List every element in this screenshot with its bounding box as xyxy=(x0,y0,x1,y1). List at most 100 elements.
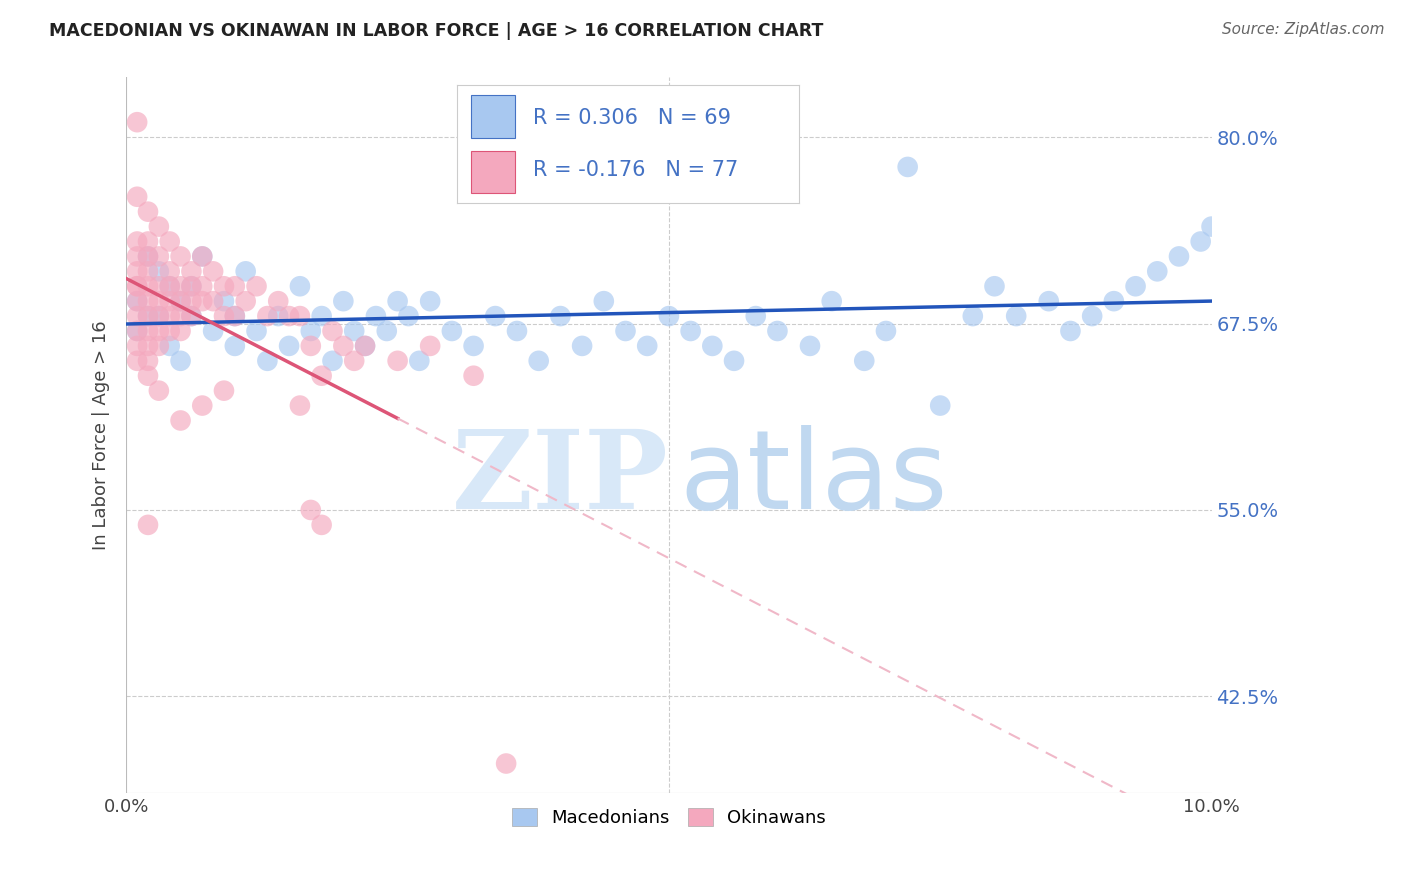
Point xyxy=(853,354,876,368)
Point xyxy=(224,279,246,293)
Text: atlas: atlas xyxy=(679,425,948,532)
Point xyxy=(191,249,214,263)
Point xyxy=(723,354,745,368)
Point xyxy=(136,339,159,353)
Point xyxy=(821,294,844,309)
Point xyxy=(375,324,398,338)
Point xyxy=(343,324,366,338)
Point xyxy=(1059,324,1081,338)
Point xyxy=(364,309,387,323)
Point xyxy=(506,324,529,338)
Point xyxy=(136,279,159,293)
Point xyxy=(495,756,517,771)
Point xyxy=(180,279,202,293)
Point xyxy=(1189,235,1212,249)
Point xyxy=(1102,294,1125,309)
Point xyxy=(159,309,181,323)
Point xyxy=(202,324,225,338)
Point xyxy=(745,309,768,323)
Point xyxy=(169,309,191,323)
Point xyxy=(419,294,441,309)
Point xyxy=(212,309,235,323)
Point xyxy=(127,190,149,204)
Point xyxy=(159,264,181,278)
Point xyxy=(1038,294,1060,309)
Point xyxy=(299,339,322,353)
Point xyxy=(897,160,920,174)
Point xyxy=(169,413,191,427)
Point xyxy=(224,309,246,323)
Point xyxy=(550,309,572,323)
Point xyxy=(592,294,614,309)
Point xyxy=(136,324,159,338)
Point xyxy=(148,384,170,398)
Point xyxy=(127,294,149,309)
Point xyxy=(245,279,267,293)
Point xyxy=(288,279,311,293)
Point xyxy=(1081,309,1104,323)
Point xyxy=(169,324,191,338)
Point xyxy=(159,324,181,338)
Text: MACEDONIAN VS OKINAWAN IN LABOR FORCE | AGE > 16 CORRELATION CHART: MACEDONIAN VS OKINAWAN IN LABOR FORCE | … xyxy=(49,22,824,40)
Point xyxy=(148,219,170,234)
Point xyxy=(387,354,409,368)
Point xyxy=(408,354,430,368)
Point xyxy=(1005,309,1028,323)
Point xyxy=(354,339,377,353)
Point xyxy=(191,399,214,413)
Point xyxy=(127,279,149,293)
Point xyxy=(463,339,485,353)
Point xyxy=(278,339,301,353)
Point xyxy=(235,264,257,278)
Point xyxy=(136,249,159,263)
Point xyxy=(148,249,170,263)
Point xyxy=(419,339,441,353)
Point xyxy=(212,294,235,309)
Point xyxy=(127,264,149,278)
Point xyxy=(136,368,159,383)
Point xyxy=(256,309,278,323)
Point xyxy=(1201,219,1223,234)
Point xyxy=(136,517,159,532)
Point xyxy=(148,324,170,338)
Point xyxy=(212,279,235,293)
Point xyxy=(484,309,506,323)
Point xyxy=(1146,264,1168,278)
Point xyxy=(527,354,550,368)
Point xyxy=(299,324,322,338)
Point xyxy=(321,324,343,338)
Point xyxy=(148,339,170,353)
Point xyxy=(180,264,202,278)
Point xyxy=(299,503,322,517)
Point xyxy=(636,339,658,353)
Point xyxy=(983,279,1005,293)
Point xyxy=(311,309,333,323)
Point xyxy=(1168,249,1191,263)
Point xyxy=(702,339,724,353)
Point xyxy=(387,294,409,309)
Point xyxy=(278,309,301,323)
Point xyxy=(799,339,821,353)
Point xyxy=(127,294,149,309)
Point xyxy=(343,354,366,368)
Point xyxy=(169,279,191,293)
Point xyxy=(875,324,897,338)
Point xyxy=(180,309,202,323)
Point xyxy=(311,368,333,383)
Point xyxy=(148,279,170,293)
Point xyxy=(332,339,354,353)
Point xyxy=(321,354,343,368)
Point xyxy=(224,309,246,323)
Point xyxy=(169,354,191,368)
Point xyxy=(136,204,159,219)
Point xyxy=(180,294,202,309)
Point xyxy=(191,279,214,293)
Point xyxy=(148,309,170,323)
Point xyxy=(1125,279,1147,293)
Point xyxy=(962,309,984,323)
Point xyxy=(136,235,159,249)
Point xyxy=(136,294,159,309)
Point xyxy=(571,339,593,353)
Point xyxy=(169,294,191,309)
Point xyxy=(267,294,290,309)
